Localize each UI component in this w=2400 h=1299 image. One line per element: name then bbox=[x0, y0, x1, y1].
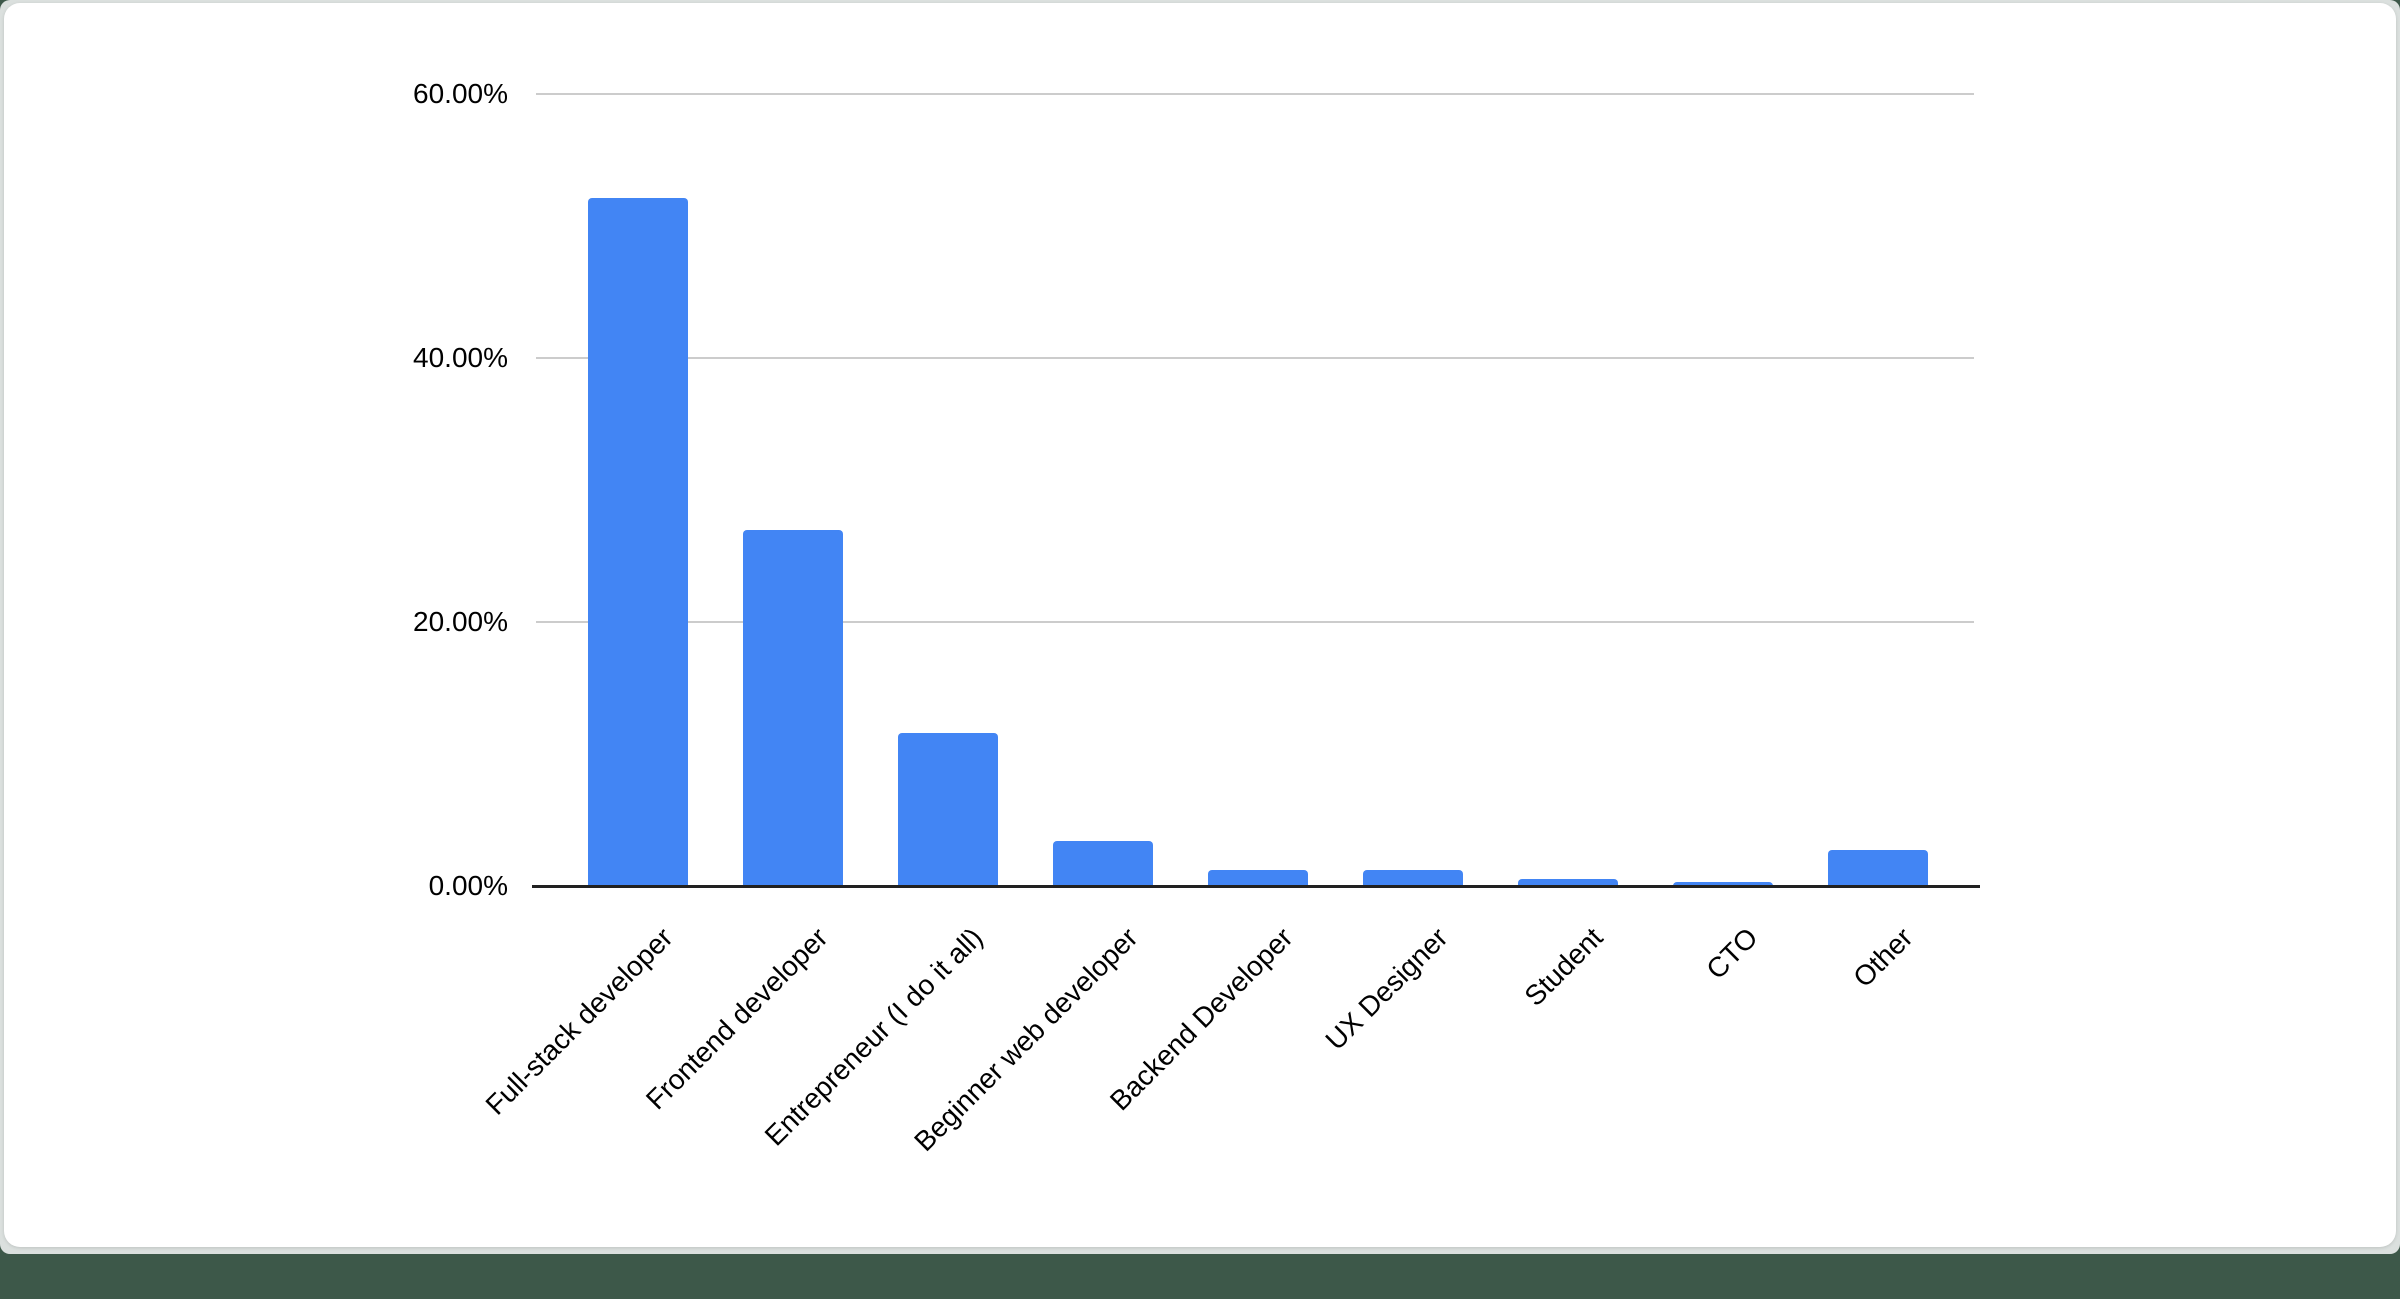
x-axis-line bbox=[532, 885, 1980, 888]
bar-full-stack-developer[interactable] bbox=[588, 198, 688, 886]
bar-beginner-web-developer[interactable] bbox=[1053, 841, 1153, 886]
gridline-60 bbox=[536, 93, 1974, 95]
bar-entrepreneur-i-do-it-all[interactable] bbox=[898, 733, 998, 886]
y-axis-label-60: 60.00% bbox=[413, 78, 508, 109]
gridline-40 bbox=[536, 357, 1974, 359]
y-axis-label-0: 0.00% bbox=[428, 870, 508, 901]
bar-chart: 60.00% 40.00% 20.00% 0.00% Full-stack devel… bbox=[4, 3, 2396, 1247]
bar-other[interactable] bbox=[1828, 850, 1928, 886]
bar-frontend-developer[interactable] bbox=[743, 530, 843, 886]
bar-student[interactable] bbox=[1518, 879, 1618, 886]
gridline-20 bbox=[536, 621, 1974, 623]
y-axis-label-20: 20.00% bbox=[413, 606, 508, 637]
bar-backend-developer[interactable] bbox=[1208, 870, 1308, 886]
bar-cto[interactable] bbox=[1673, 882, 1773, 886]
chart-card: 60.00% 40.00% 20.00% 0.00% Full-stack devel… bbox=[4, 3, 2396, 1247]
bar-ux-designer[interactable] bbox=[1363, 870, 1463, 886]
page-background: 60.00% 40.00% 20.00% 0.00% Full-stack devel… bbox=[0, 0, 2400, 1254]
y-axis-label-40: 40.00% bbox=[413, 342, 508, 373]
